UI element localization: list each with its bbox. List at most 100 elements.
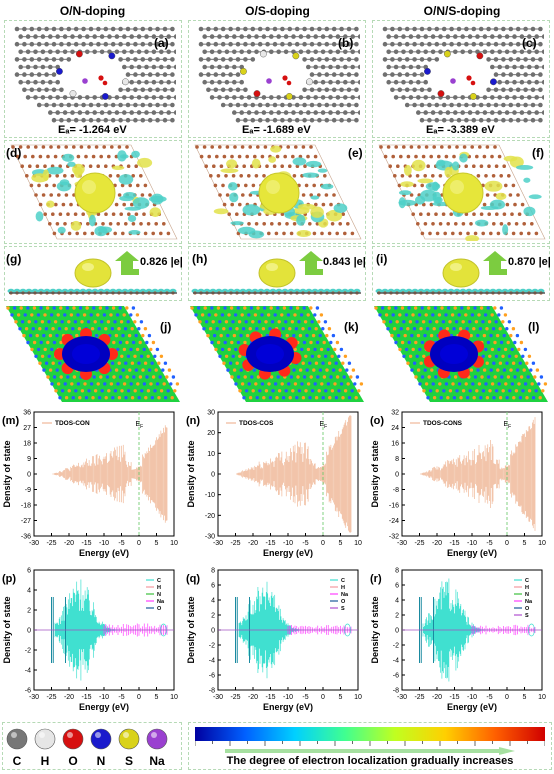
charge-lobe — [310, 206, 324, 218]
elf-node — [218, 320, 222, 324]
elf-node — [138, 375, 143, 379]
elf-node — [388, 320, 393, 324]
elf-node — [207, 313, 211, 317]
lattice-atom — [104, 164, 108, 168]
carbon-atom — [324, 102, 330, 108]
elf-node — [129, 347, 133, 352]
carbon-atom — [416, 79, 421, 85]
carbon-atom — [48, 64, 53, 70]
charge-lobe — [444, 166, 453, 178]
elf-node — [230, 340, 234, 345]
elf-node — [169, 382, 173, 386]
carbon-atom — [110, 26, 116, 32]
elf-node — [216, 306, 221, 310]
lattice-atom — [38, 202, 43, 207]
elf-node — [317, 354, 321, 358]
lattice-atom — [496, 231, 501, 236]
elf-node — [107, 389, 111, 393]
elf-node — [24, 327, 29, 331]
carbon-atom — [51, 72, 57, 77]
elf-node — [39, 306, 43, 310]
charge-lobe — [85, 288, 93, 294]
carbon-atom — [232, 49, 237, 55]
elf-node — [271, 389, 275, 393]
elf-node — [430, 368, 434, 372]
elf-node — [150, 396, 155, 400]
elf-node — [476, 333, 480, 338]
elf-node — [118, 375, 123, 379]
elf-node — [511, 327, 516, 331]
carbon-atom — [228, 87, 233, 93]
elf-node — [257, 320, 262, 324]
lattice-atom — [116, 174, 120, 178]
dopant-atom — [56, 67, 63, 75]
y-tick-label: -6 — [209, 673, 215, 680]
elf-node — [232, 333, 237, 338]
lattice-atom — [119, 212, 123, 216]
lattice-atom — [479, 212, 484, 216]
carbon-atom — [404, 57, 410, 62]
carbon-atom — [250, 117, 256, 123]
carbon-atom — [527, 95, 532, 100]
lattice-atom — [292, 222, 297, 226]
lattice-atom — [67, 231, 72, 236]
carbon-atom — [538, 26, 543, 32]
elf-node — [424, 382, 429, 386]
elf-node — [206, 333, 210, 338]
lattice-atom — [421, 154, 426, 159]
carbon-atom — [129, 79, 134, 85]
elf-node — [481, 320, 485, 324]
panel-label-d: (d) — [6, 146, 22, 160]
charge-lobe — [209, 288, 217, 294]
charge-lobe — [13, 288, 21, 294]
panel-label: (p) — [2, 573, 16, 585]
charge-density-difference-map — [378, 144, 546, 241]
elf-node — [110, 361, 115, 365]
lattice-atom — [431, 174, 435, 178]
carbon-atom — [206, 87, 211, 93]
carbon-atom — [62, 49, 68, 55]
carbon-atom — [81, 26, 86, 32]
elf-node — [426, 396, 430, 400]
carbon-atom — [298, 34, 304, 39]
y-tick-label: 2 — [395, 613, 399, 620]
elf-node — [353, 382, 357, 386]
lattice-atom — [66, 212, 70, 216]
carbon-atom — [159, 95, 164, 100]
lattice-atom — [57, 193, 61, 197]
elf-node — [125, 306, 129, 310]
carbon-atom — [88, 41, 94, 47]
lattice-atom — [159, 231, 163, 236]
lattice-atom — [253, 154, 257, 159]
charge-lobe — [111, 165, 125, 170]
carbon-atom — [335, 64, 341, 70]
elf-node — [175, 382, 180, 386]
elf-node — [309, 375, 313, 379]
elf-node — [322, 340, 326, 345]
elf-node — [78, 396, 82, 400]
carbon-atom — [133, 87, 138, 93]
elf-node — [299, 313, 304, 317]
charge-lobe — [245, 288, 253, 294]
elf-node — [161, 368, 165, 372]
elf-node — [331, 368, 336, 372]
carbon-atom — [155, 72, 160, 77]
lattice-atom — [26, 145, 31, 149]
carbon-atom — [404, 87, 410, 93]
elf-node — [103, 382, 107, 386]
elf-node — [535, 368, 540, 372]
adsorption-energy-on: Eₐ= -1.264 eV — [58, 124, 127, 136]
carbon-atom — [209, 64, 215, 70]
carbon-atom — [471, 41, 477, 47]
carbon-atom — [81, 117, 86, 123]
charge-lobe — [73, 288, 81, 294]
lattice-atom — [409, 193, 414, 197]
elf-node — [247, 382, 251, 386]
carbon-atom — [170, 87, 175, 93]
carbon-atom — [22, 72, 27, 77]
carbon-atom — [419, 117, 425, 123]
elf-node — [518, 396, 523, 400]
carbon-atom — [291, 34, 296, 39]
charge-lobe — [296, 229, 312, 238]
carbon-atom — [59, 117, 64, 123]
